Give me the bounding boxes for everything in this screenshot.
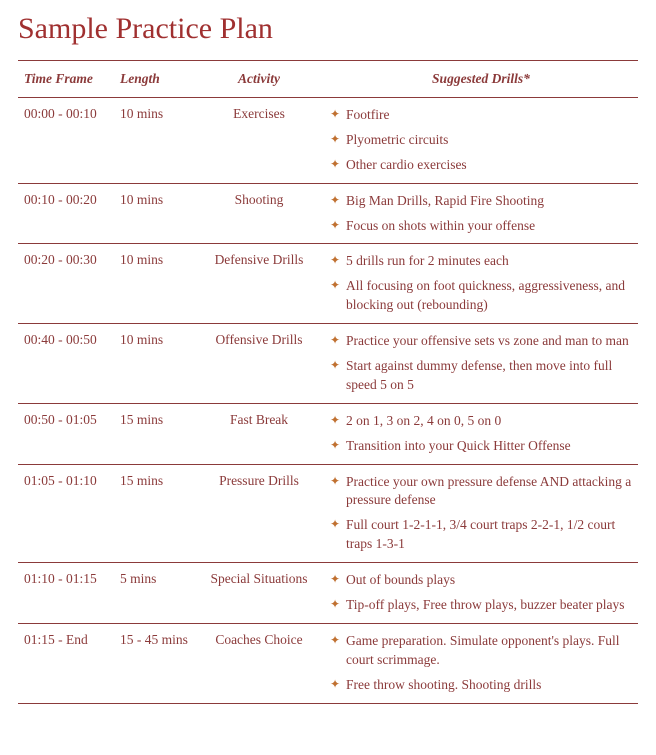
table-row: 01:05 - 01:1015 minsPressure DrillsPract… — [18, 464, 638, 563]
col-header-time: Time Frame — [18, 61, 114, 98]
drill-list: 5 drills run for 2 minutes each All focus… — [330, 252, 632, 315]
col-header-activity: Activity — [194, 61, 324, 98]
cell-activity: Pressure Drills — [194, 464, 324, 563]
drill-item: Out of bounds plays — [330, 571, 632, 590]
cell-time: 01:10 - 01:15 — [18, 563, 114, 624]
cell-length: 10 mins — [114, 324, 194, 404]
cell-time: 00:00 - 00:10 — [18, 98, 114, 184]
drill-item: Footfire — [330, 106, 632, 125]
table-row: 01:15 - End15 - 45 minsCoaches ChoiceGam… — [18, 623, 638, 703]
cell-time: 00:10 - 00:20 — [18, 183, 114, 244]
drill-item: Big Man Drills, Rapid Fire Shooting — [330, 192, 632, 211]
cell-activity: Shooting — [194, 183, 324, 244]
cell-length: 5 mins — [114, 563, 194, 624]
drill-list: Practice your own pressure defense AND a… — [330, 473, 632, 555]
cell-activity: Defensive Drills — [194, 244, 324, 324]
drill-item: Practice your offensive sets vs zone and… — [330, 332, 632, 351]
drill-item: Full court 1-2-1-1, 3/4 court traps 2-2-… — [330, 516, 632, 554]
drill-item: Focus on shots within your offense — [330, 217, 632, 236]
cell-activity: Special Situations — [194, 563, 324, 624]
drill-item: Tip-off plays, Free throw plays, buzzer … — [330, 596, 632, 615]
drill-item: Practice your own pressure defense AND a… — [330, 473, 632, 511]
drill-item: All focusing on foot quickness, aggressi… — [330, 277, 632, 315]
table-row: 00:50 - 01:0515 minsFast Break2 on 1, 3 … — [18, 403, 638, 464]
table-row: 00:00 - 00:1010 minsExercises Footfire Ply… — [18, 98, 638, 184]
cell-activity: Coaches Choice — [194, 623, 324, 703]
drill-list: 2 on 1, 3 on 2, 4 on 0, 5 on 0 Transition… — [330, 412, 632, 456]
practice-plan-page: Sample Practice Plan Time Frame Length A… — [0, 0, 656, 722]
cell-length: 10 mins — [114, 98, 194, 184]
cell-drills: 2 on 1, 3 on 2, 4 on 0, 5 on 0 Transition… — [324, 403, 638, 464]
drill-item: Game preparation. Simulate opponent's pl… — [330, 632, 632, 670]
cell-activity: Exercises — [194, 98, 324, 184]
table-header: Time Frame Length Activity Suggested Dri… — [18, 61, 638, 98]
drill-list: Big Man Drills, Rapid Fire Shooting Focus… — [330, 192, 632, 236]
cell-drills: Big Man Drills, Rapid Fire Shooting Focus… — [324, 183, 638, 244]
cell-drills: Practice your own pressure defense AND a… — [324, 464, 638, 563]
cell-drills: Game preparation. Simulate opponent's pl… — [324, 623, 638, 703]
cell-time: 00:20 - 00:30 — [18, 244, 114, 324]
table-row: 00:40 - 00:5010 minsOffensive Drills Prac… — [18, 324, 638, 404]
col-header-drills: Suggested Drills* — [324, 61, 638, 98]
cell-length: 15 mins — [114, 464, 194, 563]
table-body: 00:00 - 00:1010 minsExercisesFootfirePly… — [18, 98, 638, 704]
cell-length: 10 mins — [114, 183, 194, 244]
col-header-length: Length — [114, 61, 194, 98]
table-row: 01:10 - 01:155 minsSpecial SituationsOut… — [18, 563, 638, 624]
drill-item: Transition into your Quick Hitter Offens… — [330, 437, 632, 456]
practice-plan-table: Time Frame Length Activity Suggested Dri… — [18, 60, 638, 704]
drill-list: Practice your offensive sets vs zone and… — [330, 332, 632, 395]
cell-activity: Offensive Drills — [194, 324, 324, 404]
cell-drills: 5 drills run for 2 minutes each All focus… — [324, 244, 638, 324]
cell-time: 00:50 - 01:05 — [18, 403, 114, 464]
cell-length: 15 - 45 mins — [114, 623, 194, 703]
drill-item: Plyometric circuits — [330, 131, 632, 150]
cell-length: 15 mins — [114, 403, 194, 464]
cell-time: 00:40 - 00:50 — [18, 324, 114, 404]
page-title: Sample Practice Plan — [18, 12, 638, 46]
drill-list: Out of bounds plays Tip-off plays, Free t… — [330, 571, 632, 615]
drill-item: Start against dummy defense, then move i… — [330, 357, 632, 395]
drill-list: Game preparation. Simulate opponent's pl… — [330, 632, 632, 695]
drill-item: 2 on 1, 3 on 2, 4 on 0, 5 on 0 — [330, 412, 632, 431]
cell-drills: Practice your offensive sets vs zone and… — [324, 324, 638, 404]
cell-time: 01:05 - 01:10 — [18, 464, 114, 563]
cell-activity: Fast Break — [194, 403, 324, 464]
drill-item: 5 drills run for 2 minutes each — [330, 252, 632, 271]
table-row: 00:10 - 00:2010 minsShootingBig Man Dril… — [18, 183, 638, 244]
cell-drills: Out of bounds plays Tip-off plays, Free t… — [324, 563, 638, 624]
table-row: 00:20 - 00:3010 minsDefensive Drills5 dr… — [18, 244, 638, 324]
drill-item: Free throw shooting. Shooting drills — [330, 676, 632, 695]
drill-list: Footfire Plyometric circuits Other cardio … — [330, 106, 632, 175]
cell-drills: Footfire Plyometric circuits Other cardio … — [324, 98, 638, 184]
cell-length: 10 mins — [114, 244, 194, 324]
cell-time: 01:15 - End — [18, 623, 114, 703]
drill-item: Other cardio exercises — [330, 156, 632, 175]
